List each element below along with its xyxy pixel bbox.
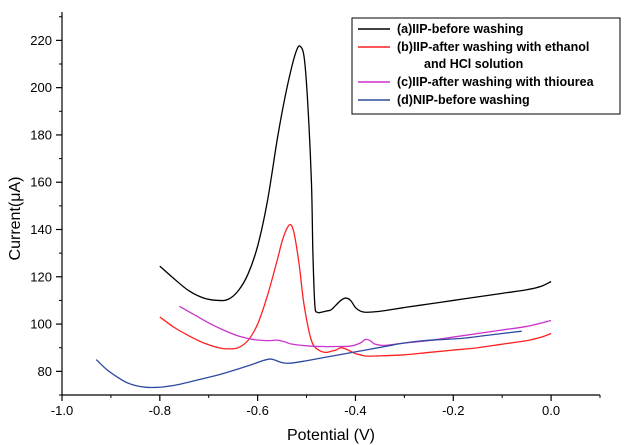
series-c-line (179, 305, 552, 348)
y-axis-title: Current(μA) (7, 177, 24, 261)
y-tick-label: 180 (30, 127, 52, 142)
axes: -1.0 -0.8 -0.6 -0.4 -0.2 0.0 80 100 120 140 160 180… (30, 12, 601, 418)
legend-box (351, 17, 621, 115)
x-tick-label: -0.8 (149, 403, 171, 418)
y-tick-label: 80 (38, 364, 52, 379)
y-tick-label: 100 (30, 317, 52, 332)
legend-entry-label: (b)IIP-after washing with ethanol (397, 40, 589, 54)
y-tick-label: 160 (30, 175, 52, 190)
series-d-line (95, 330, 522, 389)
x-tick-label: -0.2 (442, 403, 464, 418)
series-layer (95, 45, 552, 389)
y-tick-label: 120 (30, 269, 52, 284)
y-tick-label: 140 (30, 222, 52, 237)
y-tick-label: 220 (30, 33, 52, 48)
x-tick-label: -0.4 (344, 403, 366, 418)
x-tick-label: -1.0 (51, 403, 73, 418)
y-tick-label: 200 (30, 80, 52, 95)
series-a-line (159, 45, 552, 314)
x-tick-label: -0.6 (246, 403, 268, 418)
legend-entry-label: and HCl solution (424, 57, 523, 71)
legend: (a)IIP-before washing (b)IIP-after washin… (351, 17, 621, 115)
x-axis-title: Potential (V) (287, 427, 375, 444)
legend-entry-label: (c)IIP-after washing with thiourea (397, 75, 595, 89)
series-b-line (159, 223, 552, 357)
x-tick-label: 0.0 (542, 403, 560, 418)
legend-entry-label: (a)IIP-before washing (397, 22, 523, 36)
legend-entry-label: (d)NIP-before washing (397, 93, 530, 107)
